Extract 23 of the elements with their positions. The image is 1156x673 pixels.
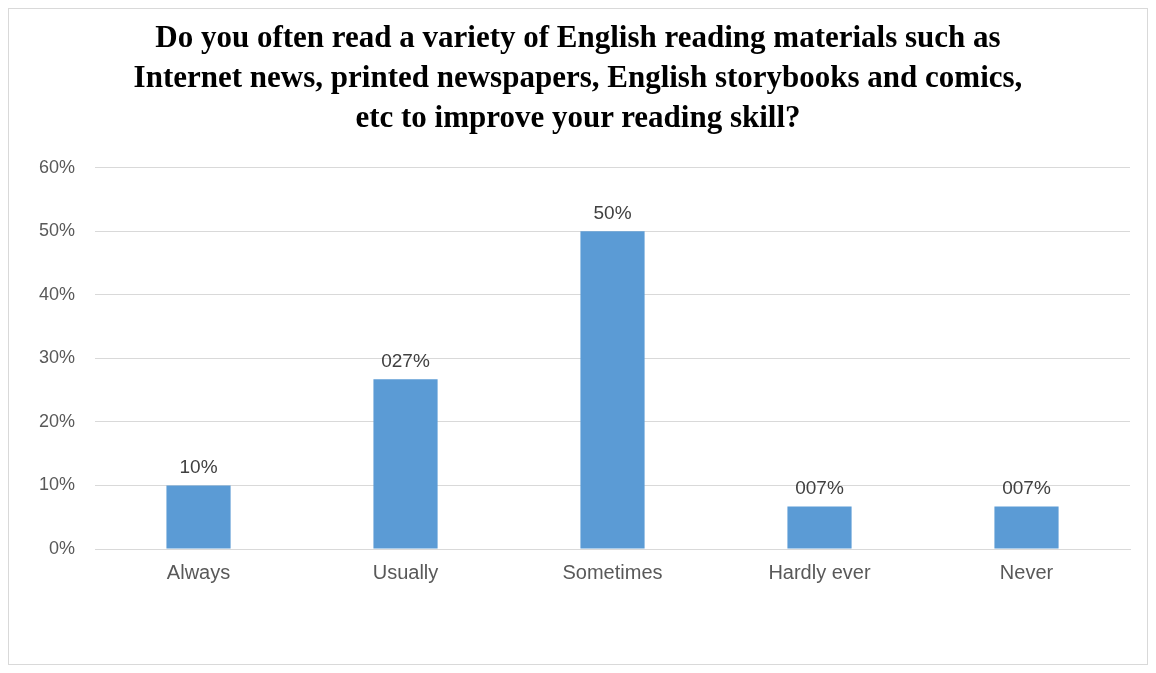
data-label: 027% bbox=[381, 350, 430, 372]
bar bbox=[994, 506, 1059, 549]
y-tick-label: 60% bbox=[39, 156, 76, 177]
bar bbox=[580, 231, 645, 549]
data-label: 007% bbox=[795, 477, 844, 499]
bar bbox=[787, 506, 852, 549]
y-tick-label: 10% bbox=[39, 474, 76, 495]
data-label: 007% bbox=[1002, 477, 1051, 499]
bar bbox=[166, 485, 231, 549]
y-tick-label: 20% bbox=[39, 410, 76, 431]
y-tick-label: 40% bbox=[39, 283, 76, 304]
y-tick-label: 50% bbox=[39, 220, 76, 241]
x-tick-label: Sometimes bbox=[562, 560, 663, 583]
x-tick-label: Always bbox=[166, 560, 231, 583]
chart-title: Do you often read a variety of English reading materials such as Internet news, printed newspapers, English storybooks and comics, etc to improve your reading skill? bbox=[132, 18, 1024, 136]
y-tick-label: 30% bbox=[39, 347, 76, 368]
x-tick-label: Never bbox=[999, 560, 1054, 583]
y-tick-label: 0% bbox=[49, 537, 76, 558]
bar bbox=[373, 379, 438, 549]
data-label: 10% bbox=[179, 456, 218, 478]
x-tick-label: Hardly ever bbox=[768, 560, 871, 583]
x-tick-label: Usually bbox=[372, 560, 439, 583]
data-label: 50% bbox=[593, 202, 632, 224]
